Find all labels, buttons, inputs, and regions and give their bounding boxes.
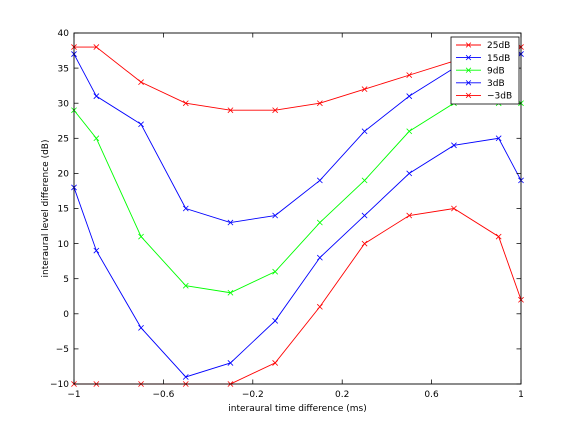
legend-marker [465,92,472,99]
data-point-marker [227,289,234,296]
x-tick-label: 0.2 [335,390,349,400]
data-point-marker [361,86,368,93]
data-point-marker [451,205,457,212]
y-tick-label: 15 [58,205,69,215]
legend-item: 15dB [456,54,510,64]
data-point-marker [361,128,368,135]
data-point-marker [495,135,502,142]
legend-marker [465,80,472,86]
data-point-marker [138,324,144,331]
x-tick-label: −0.2 [242,390,264,400]
x-axis-label: interaural time difference (ms) [228,404,366,414]
legend-marker [465,54,472,61]
data-point-marker [93,44,100,50]
data-point-marker [316,303,323,310]
data-point-marker [227,107,234,114]
data-point-marker [93,247,100,254]
legend-marker [465,42,472,48]
data-point-marker [495,233,502,240]
data-point-marker [406,72,413,79]
legend-label: 15dB [487,54,510,64]
x-tick-label: 0.6 [424,390,439,400]
y-tick-label: 20 [58,170,70,180]
series-line [73,137,522,378]
legend-item: 25dB [456,41,510,51]
data-point-marker [93,93,100,100]
data-point-marker [316,100,323,107]
legend-item: 3dB [456,79,505,89]
data-point-marker [361,212,368,219]
legend-label: 9dB [487,66,505,76]
y-tick-label: 40 [58,29,70,39]
legend-item: −3dB [456,92,512,102]
data-point-marker [272,268,279,275]
data-point-marker [182,282,189,289]
legend-item: 9dB [456,66,505,76]
data-point-marker [272,360,279,366]
data-point-marker [406,128,413,135]
y-tick-label: 10 [58,240,70,250]
y-tick-label: 25 [58,135,69,145]
data-point-marker [451,142,457,149]
y-tick-label: 5 [63,275,69,285]
data-point-marker [361,177,368,184]
data-point-marker [406,170,413,177]
x-tick-label: 1 [518,390,524,400]
y-axis-label: interaural level difference (dB) [41,140,51,278]
legend-label: 25dB [487,41,510,51]
data-point-marker [406,93,413,100]
y-tick-label: 0 [63,310,69,320]
data-point-marker [361,240,368,247]
legend-marker [465,67,472,73]
data-point-marker [316,219,323,226]
legend-label: −3dB [487,92,512,102]
data-point-marker [272,317,279,324]
data-point-marker [272,212,279,219]
legend: 25dB 15dB 9dB 3dB −3dB [450,36,520,105]
y-tick-label: 35 [58,64,69,74]
data-point-marker [227,219,234,226]
x-tick-label: −0.6 [152,390,174,400]
data-point-marker [138,121,144,128]
data-point-marker [93,135,100,142]
data-point-marker [138,233,144,240]
x-tick-label: −1 [67,390,80,400]
axis-layer: −1 −0.6 −0.2 0.2 0.6 1 −10 −5 0 5 10 15 20 25 30 35 40 [50,29,524,400]
data-point-marker [138,79,144,86]
data-point-marker [182,374,189,380]
data-point-marker [227,360,234,366]
data-point-marker [316,254,323,261]
legend-label: 3dB [487,79,505,89]
y-tick-label: −5 [56,345,69,355]
y-tick-label: −10 [50,380,69,390]
data-point-marker [406,212,413,219]
data-point-marker [182,205,189,212]
data-point-marker [182,100,189,107]
data-point-marker [272,107,279,114]
y-tick-label: 30 [58,99,70,109]
data-point-marker [316,177,323,184]
